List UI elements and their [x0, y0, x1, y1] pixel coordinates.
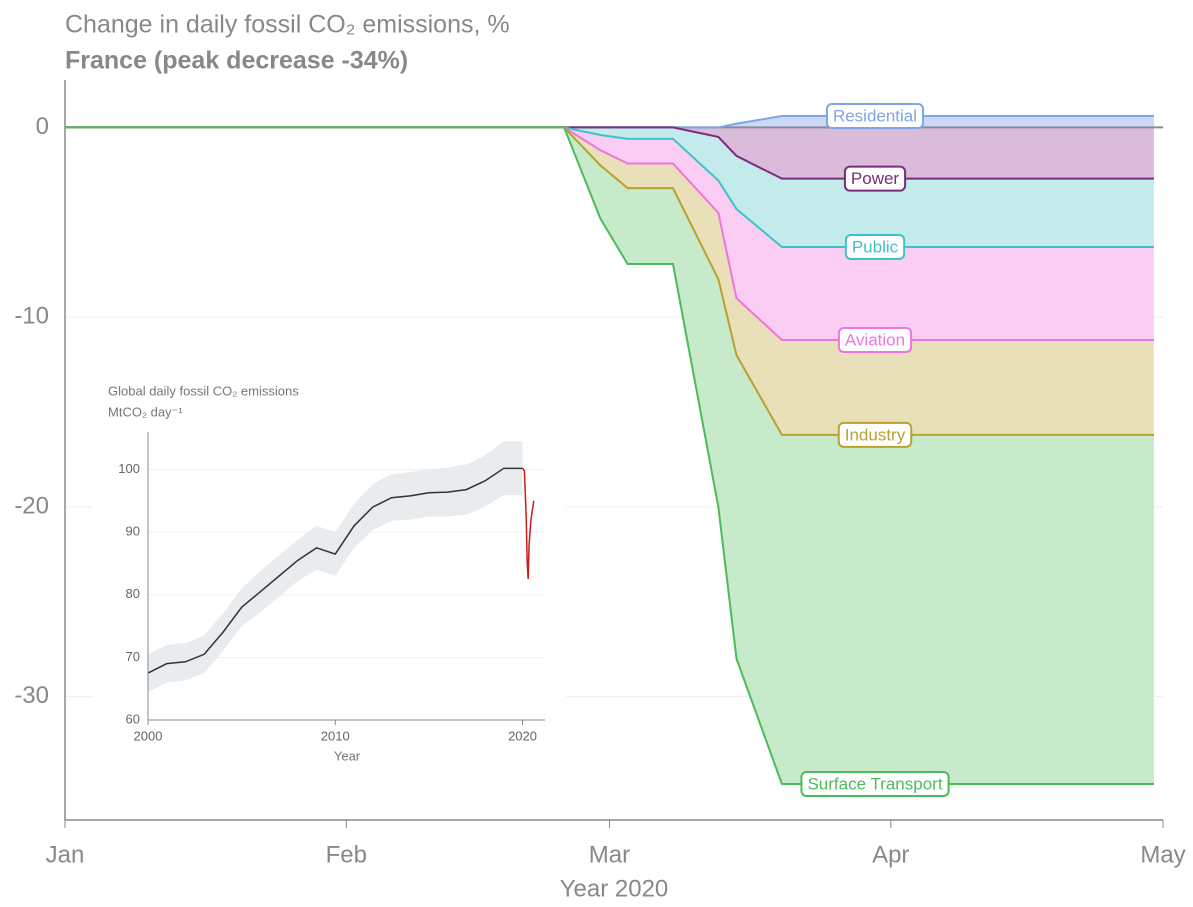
- y-tick-label: 90: [126, 524, 140, 539]
- label-box: [844, 233, 906, 260]
- chart-subtitle: France (peak decrease -34%): [65, 47, 408, 75]
- y-tick-label: -30: [14, 682, 49, 709]
- area-fill: [65, 127, 1154, 435]
- series-label: Residential: [825, 103, 925, 130]
- uncertainty-band: [148, 441, 523, 692]
- x-tick-label: Apr: [872, 841, 909, 868]
- series-line: [147, 467, 523, 674]
- area-fill: [65, 116, 1154, 128]
- x-tick-label: 2000: [134, 728, 163, 743]
- chart-title: Change in daily fossil CO₂ emissions, %: [65, 11, 510, 39]
- x-tick-label: Feb: [326, 841, 367, 868]
- label-box: [837, 421, 913, 448]
- series-line: [65, 126, 1154, 248]
- series-line: [65, 126, 1154, 180]
- y-tick-label: -10: [14, 303, 49, 330]
- inset-y-label: MtCO₂ day⁻¹: [108, 404, 183, 419]
- y-tick-label: 100: [118, 461, 140, 476]
- x-tick-label: 2010: [321, 728, 350, 743]
- y-tick-label: 60: [126, 711, 140, 726]
- area-fill: [65, 127, 1154, 340]
- label-box: [843, 165, 907, 192]
- series-label: Industry: [837, 421, 913, 448]
- y-tick-label: 0: [36, 113, 49, 140]
- label-box: [800, 770, 950, 797]
- series-label: Aviation: [837, 326, 913, 353]
- x-tick-label: Jan: [46, 841, 85, 868]
- legend-label: Public: [852, 237, 899, 256]
- inset-title: Global daily fossil CO₂ emissions: [108, 383, 299, 398]
- series-line: [65, 126, 1154, 436]
- area-fill: [65, 127, 1154, 247]
- legend-label: Power: [851, 169, 900, 188]
- x-axis-label: Year 2020: [560, 875, 669, 902]
- series-label: Power: [843, 165, 907, 192]
- inset-x-label: Year: [334, 748, 361, 763]
- series-label: Surface Transport: [800, 770, 950, 797]
- legend-label: Aviation: [845, 330, 905, 349]
- label-box: [825, 103, 925, 130]
- label-box: [837, 326, 913, 353]
- series-line: [521, 467, 535, 580]
- x-tick-label: Mar: [589, 841, 630, 868]
- x-tick-label: 2020: [508, 728, 537, 743]
- series-line: [65, 126, 1154, 341]
- legend-label: Residential: [833, 107, 917, 126]
- y-tick-label: -20: [14, 492, 49, 519]
- series-label: Public: [844, 233, 906, 260]
- y-tick-label: 80: [126, 586, 140, 601]
- area-fill: [65, 127, 1154, 784]
- legend-label: Surface Transport: [807, 774, 942, 793]
- x-tick-label: May: [1140, 841, 1185, 868]
- series-line: [65, 126, 1154, 785]
- y-tick-label: 70: [126, 649, 140, 664]
- legend-label: Industry: [845, 425, 906, 444]
